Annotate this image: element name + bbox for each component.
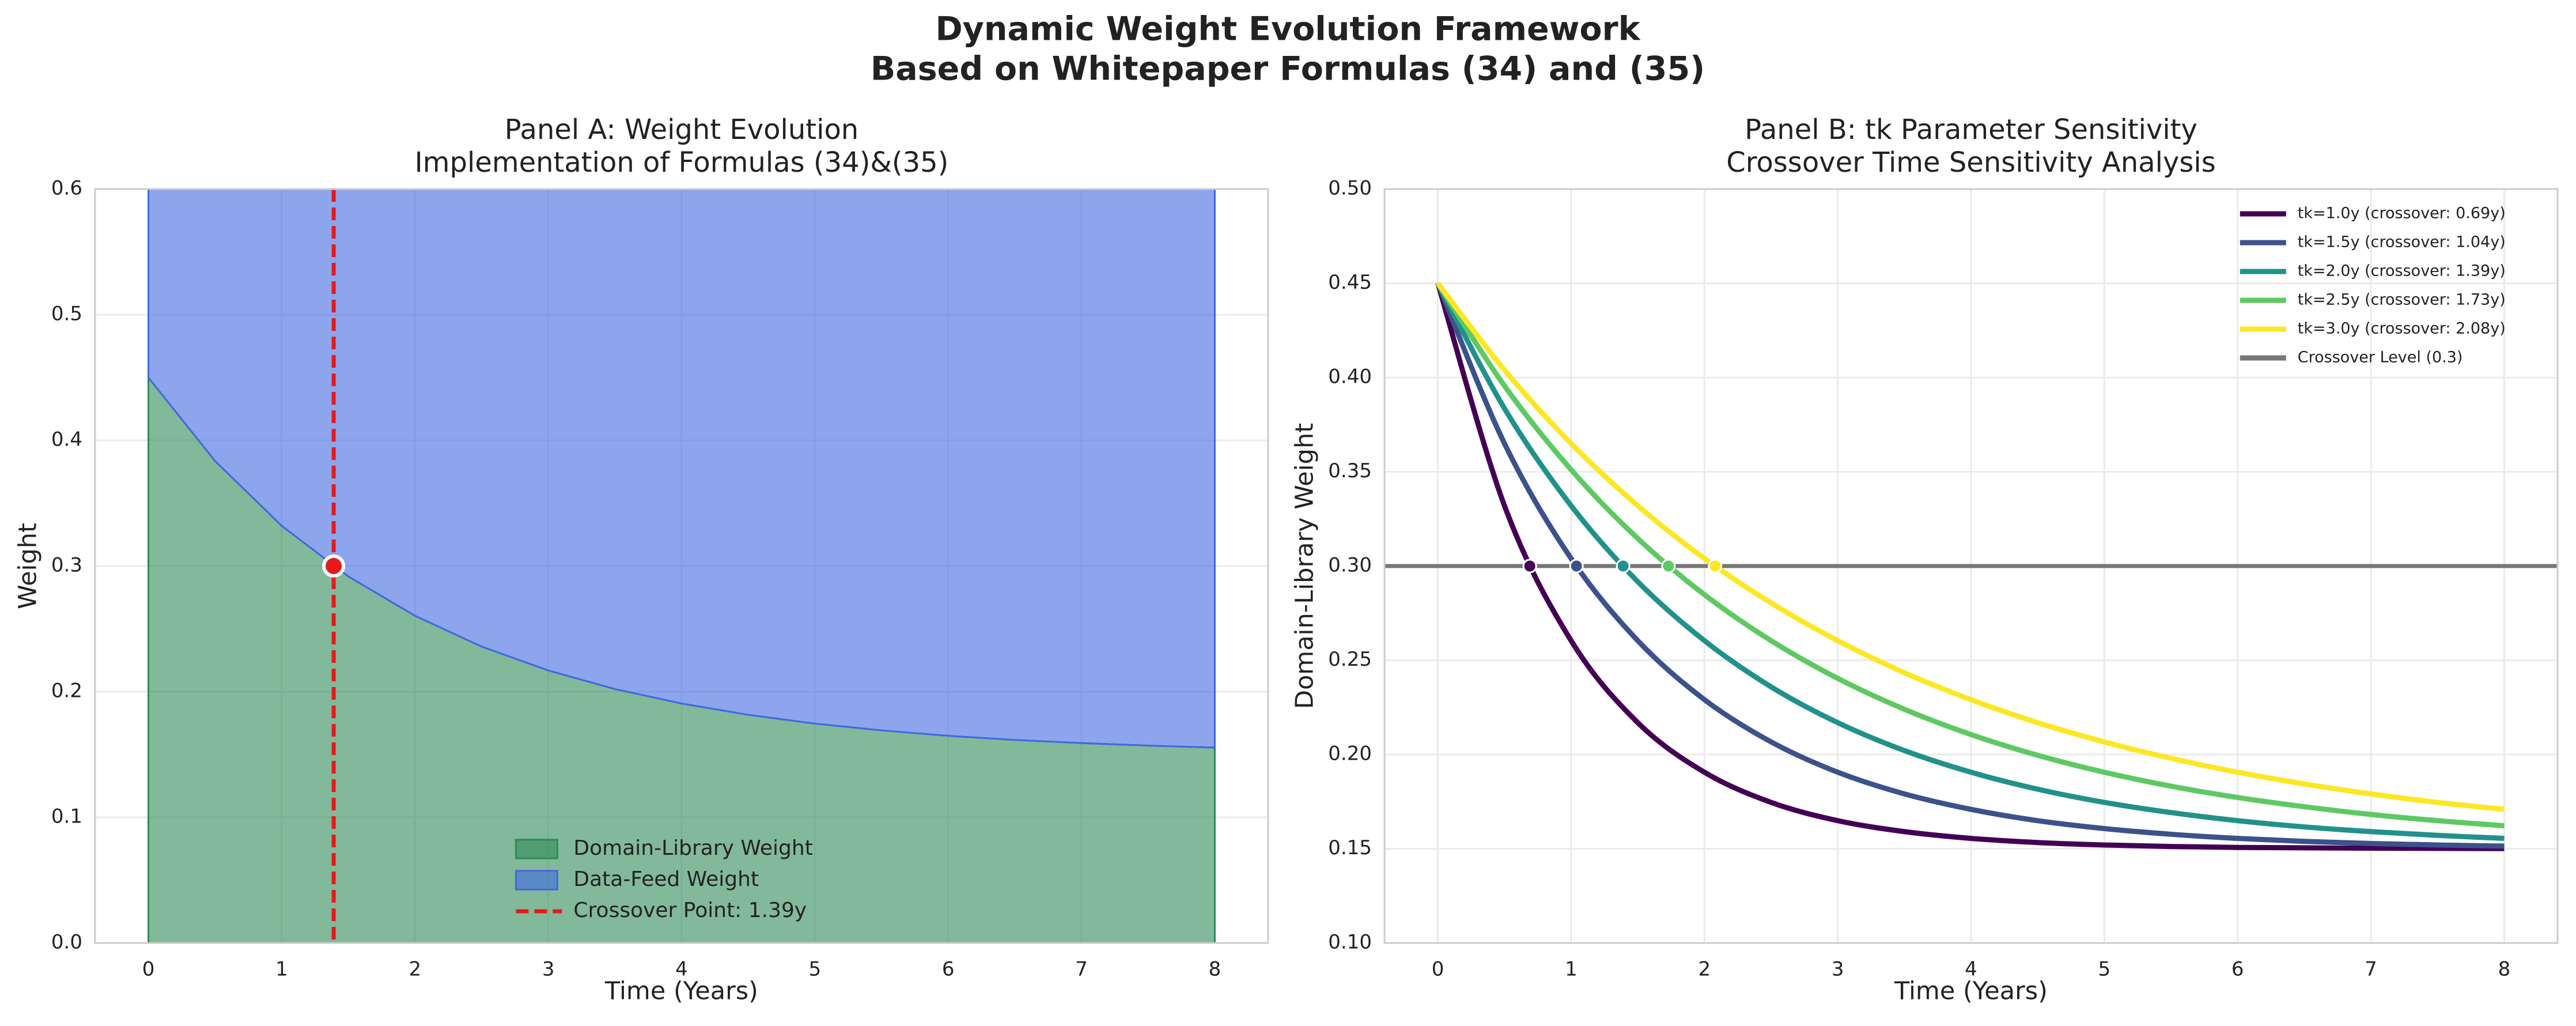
y-tick-label: 0.30	[1328, 554, 1372, 577]
y-tick-label: 0.50	[1328, 177, 1372, 200]
panel-title: Implementation of Formulas (34)&(35)	[415, 146, 949, 179]
y-tick-label: 0.2	[51, 680, 82, 703]
axes-frame	[94, 188, 1269, 944]
crossover-point	[1708, 559, 1723, 574]
y-tick-label: 0.10	[1328, 931, 1372, 954]
legend-label: tk=1.0y (crossover: 0.69y)	[2298, 205, 2506, 222]
y-axis-label: Weight	[14, 523, 43, 609]
panel: Panel A: Weight EvolutionImplementation …	[14, 114, 1269, 1006]
crossover-point	[1661, 559, 1676, 574]
y-tick-label: 0.15	[1328, 836, 1372, 859]
x-tick-label: 4	[1965, 958, 1977, 981]
x-tick-label: 5	[2098, 958, 2111, 981]
legend-swatch	[515, 839, 558, 859]
legend-label: Data-Feed Weight	[573, 867, 759, 891]
panel-title: Panel A: Weight Evolution	[505, 114, 858, 146]
axes-frame	[1383, 188, 2559, 944]
legend-swatch	[515, 870, 558, 891]
legend-label: tk=1.5y (crossover: 1.04y)	[2298, 233, 2506, 251]
x-tick-label: 2	[1698, 958, 1711, 981]
y-tick-label: 0.4	[51, 428, 82, 451]
x-axis-label: Time (Years)	[604, 977, 758, 1006]
y-tick-label: 0.20	[1328, 742, 1372, 765]
x-tick-label: 0	[1432, 958, 1444, 981]
y-tick-label: 0.45	[1328, 271, 1372, 294]
crossover-point	[322, 555, 346, 578]
legend-label: tk=3.0y (crossover: 2.08y)	[2298, 320, 2506, 338]
area	[147, 189, 1216, 749]
legend-label: Crossover Level (0.3)	[2298, 349, 2463, 367]
y-tick-label: 0.5	[51, 303, 82, 326]
line	[1435, 282, 2505, 849]
y-tick-label: 0.35	[1328, 459, 1372, 482]
x-axis-label: Time (Years)	[1894, 977, 2048, 1006]
legend: tk=1.0y (crossover: 0.69y) tk=1.5y (cross…	[2240, 205, 2506, 367]
x-tick-label: 7	[2365, 958, 2377, 981]
line	[1435, 282, 2505, 842]
y-tick-label: 0.40	[1328, 365, 1372, 388]
x-tick-label: 5	[809, 958, 822, 981]
x-tick-label: 1	[1565, 958, 1578, 981]
figure-title: Based on Whitepaper Formulas (34) and (3…	[871, 50, 1705, 88]
panel-title: Panel B: tk Parameter Sensitivity	[1745, 114, 2197, 146]
plot-content	[1385, 281, 2558, 851]
x-tick-label: 8	[2498, 958, 2511, 981]
x-tick-label: 1	[275, 958, 288, 981]
plot-content	[147, 189, 1216, 943]
panel-title: Crossover Time Sensitivity Analysis	[1726, 146, 2216, 179]
line	[1435, 281, 2505, 812]
x-tick-label: 6	[2231, 958, 2244, 981]
line	[1435, 282, 2505, 829]
x-tick-label: 0	[142, 958, 155, 981]
legend-label: tk=2.5y (crossover: 1.73y)	[2298, 291, 2506, 309]
x-tick-label: 4	[675, 958, 688, 981]
y-tick-label: 0.3	[51, 554, 82, 577]
x-tick-label: 7	[1075, 958, 1088, 981]
legend: Domain-Library Weight Data-Feed Weight Cro…	[515, 836, 813, 922]
x-tick-label: 3	[542, 958, 555, 981]
figure-title: Dynamic Weight Evolution Framework	[935, 10, 1640, 48]
y-tick-label: 0.0	[51, 931, 82, 954]
y-tick-label: 0.1	[51, 805, 82, 828]
y-tick-label: 0.6	[51, 177, 82, 200]
line	[1435, 282, 2505, 851]
x-tick-label: 6	[942, 958, 955, 981]
crossover-point	[1616, 559, 1631, 574]
crossover-point	[1569, 559, 1584, 574]
x-tick-label: 3	[1832, 958, 1844, 981]
y-tick-label: 0.25	[1328, 648, 1372, 671]
panel: Panel B: tk Parameter SensitivityCrossov…	[1291, 114, 2559, 1006]
y-axis-label: Domain-Library Weight	[1291, 423, 1319, 709]
crossover-point	[1522, 559, 1537, 574]
x-tick-label: 2	[408, 958, 421, 981]
x-tick-label: 8	[1209, 958, 1221, 981]
legend-label: tk=2.0y (crossover: 1.39y)	[2298, 262, 2506, 280]
legend-label: Crossover Point: 1.39y	[573, 899, 807, 922]
legend-label: Domain-Library Weight	[573, 836, 812, 860]
